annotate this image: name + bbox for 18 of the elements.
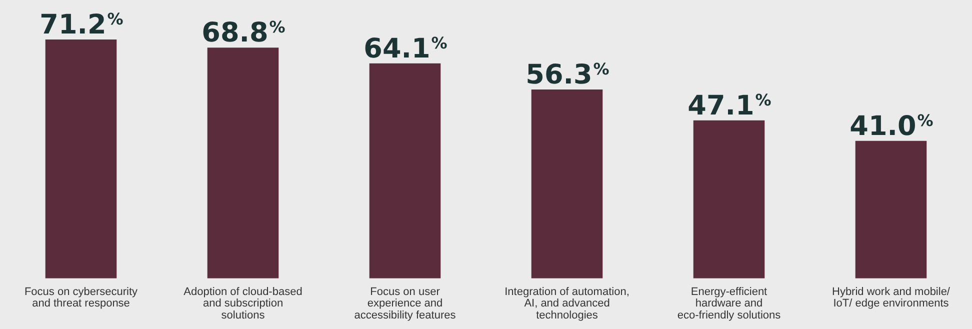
bar (45, 40, 117, 278)
data-label: 71.2% (40, 10, 124, 41)
data-label: 56.3% (526, 60, 610, 90)
x-tick-label: Adoption of cloud-based and subscription solutions (184, 286, 302, 322)
bar (531, 90, 603, 278)
bar (855, 140, 927, 278)
data-label: 68.8% (202, 18, 286, 49)
bar (207, 48, 279, 278)
x-tick-label: Energy-efficient hardware and eco-friendly solutions (677, 286, 782, 322)
x-tick-label: Integration of automation, AI, and advanced technologies (504, 286, 630, 322)
data-label: 47.1% (688, 90, 772, 122)
x-tick-label: Focus on user experience and accessibility features (354, 286, 456, 322)
x-tick-label: Hybrid work and mobile/ IoT/ edge environments (832, 286, 951, 310)
bar (369, 63, 441, 278)
data-label: 41.0% (850, 110, 934, 142)
x-tick-label: Focus on cybersecurity and threat response (24, 286, 138, 310)
data-label: 64.1% (364, 33, 448, 64)
bar (693, 120, 765, 278)
